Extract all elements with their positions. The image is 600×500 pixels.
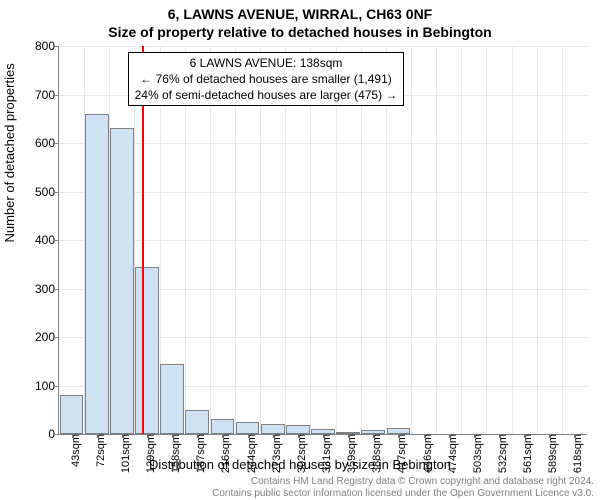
page-title: 6, LAWNS AVENUE, WIRRAL, CH63 0NF — [0, 6, 600, 22]
attribution-line-2: Contains public sector information licen… — [212, 488, 594, 499]
histogram-bar — [110, 128, 134, 434]
histogram-bar — [387, 428, 411, 434]
info-box: 6 LAWNS AVENUE: 138sqm← 76% of detached … — [128, 52, 405, 107]
attribution-text: Contains HM Land Registry data © Crown c… — [0, 476, 594, 500]
histogram-bar — [185, 410, 209, 434]
page-subtitle: Size of property relative to detached ho… — [0, 24, 600, 40]
x-axis-label: Distribution of detached houses by size … — [0, 457, 600, 472]
histogram-bar — [211, 419, 235, 434]
histogram-bar — [135, 267, 159, 434]
attribution-line-1: Contains HM Land Registry data © Crown c… — [251, 476, 594, 487]
histogram-bar — [85, 114, 109, 434]
histogram-bar — [286, 425, 310, 434]
y-axis-label: Number of detached properties — [2, 63, 17, 242]
histogram-bar — [160, 364, 184, 434]
histogram-bar — [261, 424, 285, 434]
info-box-line-1: 6 LAWNS AVENUE: 138sqm — [135, 55, 398, 71]
info-box-line-3: 24% of semi-detached houses are larger (… — [135, 87, 398, 103]
info-box-line-2: ← 76% of detached houses are smaller (1,… — [135, 71, 398, 87]
histogram-bar — [60, 395, 84, 434]
histogram-bar — [311, 429, 335, 434]
chart-container: 6, LAWNS AVENUE, WIRRAL, CH63 0NF Size o… — [0, 0, 600, 500]
histogram-bar — [336, 432, 360, 434]
histogram-plot: 010020030040050060070080043sqm72sqm101sq… — [58, 46, 587, 435]
histogram-bar — [236, 422, 260, 434]
histogram-bar — [361, 430, 385, 434]
